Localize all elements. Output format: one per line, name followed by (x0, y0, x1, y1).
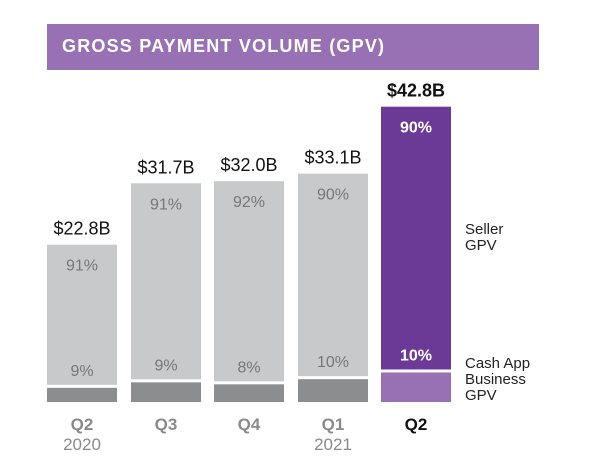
bar-seller-gpv (214, 181, 284, 382)
bar-cash-app-gpv (131, 382, 201, 402)
total-label: $22.8B (53, 219, 110, 239)
total-label: $42.8B (387, 81, 445, 101)
x-tick-year: 2020 (63, 435, 101, 454)
cash-pct-label: 8% (237, 359, 260, 376)
bar-seller-gpv (298, 173, 368, 377)
cash-pct-label: 9% (70, 363, 93, 380)
x-tick-quarter: Q1 (322, 415, 345, 434)
cash-pct-label: 9% (154, 357, 177, 374)
legend-cash-line1: Cash App (465, 355, 531, 372)
legend-seller: Seller GPV (465, 222, 503, 254)
legend-seller-line2: GPV (465, 237, 497, 254)
legend-cash: Cash App Business GPV (465, 356, 530, 404)
bar-cash-app-gpv (298, 379, 368, 402)
bar-seller-gpv (381, 106, 451, 370)
x-tick-quarter: Q2 (71, 415, 94, 434)
legend-cash-line2: Business (465, 371, 526, 388)
chart-title: GROSS PAYMENT VOLUME (GPV) (62, 36, 386, 56)
seller-pct-label: 90% (317, 187, 349, 204)
total-label: $31.7B (137, 157, 194, 177)
seller-pct-label: 91% (66, 258, 98, 275)
seller-pct-label: 90% (400, 120, 432, 137)
x-tick-quarter: Q2 (405, 415, 428, 434)
seller-pct-label: 92% (233, 194, 265, 211)
legend-cash-line3: GPV (465, 387, 497, 404)
x-tick-quarter: Q3 (155, 415, 178, 434)
bar-cash-app-gpv (214, 384, 284, 402)
total-label: $33.1B (304, 148, 361, 168)
cash-pct-label: 10% (400, 347, 432, 364)
cash-pct-label: 10% (317, 354, 349, 371)
bar-seller-gpv (131, 183, 201, 380)
bar-cash-app-gpv (381, 372, 451, 402)
seller-pct-label: 91% (150, 196, 182, 213)
bar-cash-app-gpv (47, 387, 117, 402)
total-label: $32.0B (220, 155, 277, 175)
x-tick-quarter: Q4 (238, 415, 261, 434)
chart-title-banner: GROSS PAYMENT VOLUME (GPV) (47, 24, 539, 70)
legend-seller-line1: Seller (465, 221, 504, 238)
x-tick-year: 2021 (314, 435, 352, 454)
bar-seller-gpv (47, 244, 117, 385)
